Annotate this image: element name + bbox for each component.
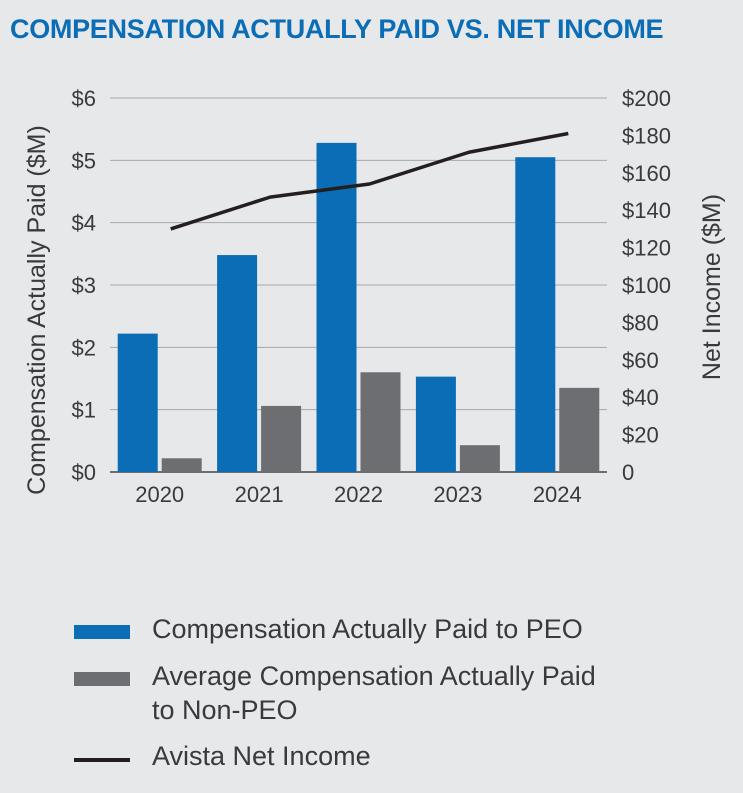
legend-item-net-income: Avista Net Income bbox=[74, 739, 714, 773]
x-tick-label: 2022 bbox=[334, 482, 383, 507]
y-tick-right: $80 bbox=[622, 310, 659, 335]
chart-title: COMPENSATION ACTUALLY PAID VS. NET INCOM… bbox=[10, 14, 664, 44]
y-tick-right: $180 bbox=[622, 123, 671, 148]
y-tick-right: $160 bbox=[622, 161, 671, 186]
x-tick-label: 2024 bbox=[533, 482, 582, 507]
legend-label-non-peo-line2: to Non-PEO bbox=[152, 695, 298, 725]
y-tick-left: $1 bbox=[72, 398, 96, 423]
legend: Compensation Actually Paid to PEO Averag… bbox=[74, 612, 714, 773]
bar-peo bbox=[316, 142, 357, 472]
legend-swatch-peo bbox=[74, 625, 130, 639]
y-tick-right: $120 bbox=[622, 236, 671, 261]
y-tick-right: $60 bbox=[622, 348, 659, 373]
legend-swatch-net-income bbox=[74, 758, 130, 762]
y-tick-right: $200 bbox=[622, 86, 671, 111]
y-tick-left: $4 bbox=[72, 211, 96, 236]
bar-peo bbox=[117, 333, 158, 472]
net-income-line bbox=[170, 131, 569, 231]
y-axis-title-right: Net Income ($M) bbox=[698, 194, 726, 380]
legend-item-non-peo: Average Compensation Actually Paid to No… bbox=[74, 659, 714, 727]
tick-labels: $0$1$2$3$4$5$60$20$40$60$80$100$120$140$… bbox=[72, 86, 671, 507]
x-tick-label: 2020 bbox=[135, 482, 184, 507]
y-axis-title-left: Compensation Actually Paid ($M) bbox=[23, 125, 51, 495]
bar-non-peo bbox=[559, 387, 600, 472]
bars bbox=[117, 142, 600, 472]
y-tick-right: $20 bbox=[622, 423, 659, 448]
y-tick-right: $140 bbox=[622, 198, 671, 223]
axis-titles: Compensation Actually Paid ($M) Net Incom… bbox=[23, 125, 726, 495]
legend-swatch-non-peo bbox=[74, 672, 130, 686]
x-tick-label: 2023 bbox=[433, 482, 482, 507]
y-tick-right: 0 bbox=[622, 460, 634, 485]
bar-non-peo bbox=[261, 405, 302, 472]
bar-non-peo bbox=[459, 445, 500, 472]
bar-peo bbox=[515, 157, 556, 472]
bar-non-peo bbox=[360, 372, 401, 472]
legend-label-peo: Compensation Actually Paid to PEO bbox=[152, 614, 583, 644]
chart: $0$1$2$3$4$5$60$20$40$60$80$100$120$140$… bbox=[23, 86, 726, 507]
y-tick-right: $100 bbox=[622, 273, 671, 298]
y-tick-left: $6 bbox=[72, 86, 96, 111]
y-tick-left: $2 bbox=[72, 335, 96, 360]
x-tick-label: 2021 bbox=[235, 482, 284, 507]
legend-label-non-peo-line1: Average Compensation Actually Paid bbox=[152, 661, 596, 691]
net-income-polyline bbox=[170, 131, 569, 231]
y-tick-right: $40 bbox=[622, 385, 659, 410]
bar-non-peo bbox=[161, 458, 202, 472]
y-tick-left: $0 bbox=[72, 460, 96, 485]
bar-peo bbox=[415, 376, 456, 472]
legend-item-peo: Compensation Actually Paid to PEO bbox=[74, 612, 714, 646]
legend-label-net-income: Avista Net Income bbox=[152, 741, 371, 771]
y-tick-left: $3 bbox=[72, 273, 96, 298]
y-tick-left: $5 bbox=[72, 148, 96, 173]
bar-peo bbox=[217, 255, 258, 472]
